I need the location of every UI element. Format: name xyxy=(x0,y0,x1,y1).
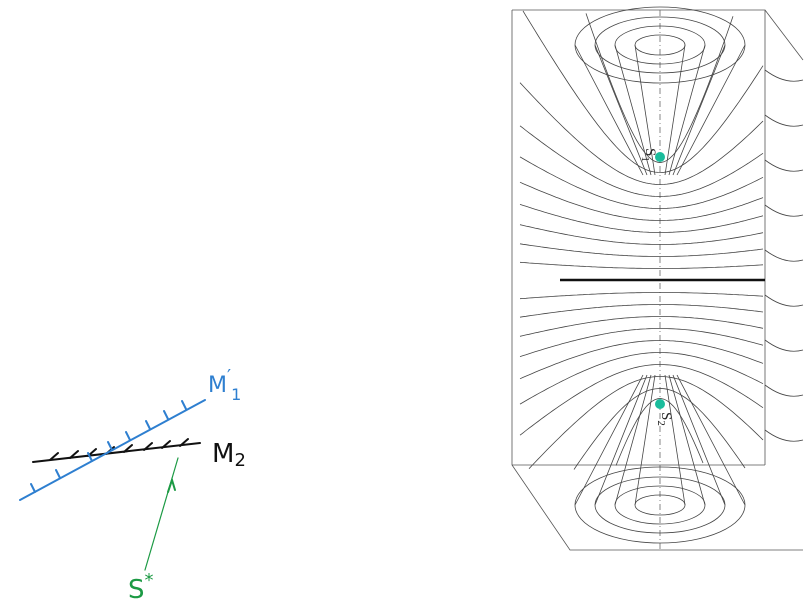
source-label: S* xyxy=(128,570,154,605)
fringe xyxy=(520,182,763,220)
figure: M′1 M2 S* S1 S2 xyxy=(0,0,804,609)
fringe xyxy=(520,204,763,232)
mirror-2-hatch xyxy=(50,439,188,460)
source-2-label: S2 xyxy=(655,412,674,426)
side-fringe xyxy=(765,160,803,171)
fringe xyxy=(520,83,763,185)
side-fringe xyxy=(765,385,803,396)
fringe xyxy=(520,341,763,379)
side-fringe xyxy=(765,115,803,126)
side-fringe xyxy=(765,205,803,216)
side-fringe xyxy=(765,295,803,306)
source-1-label: S1 xyxy=(639,148,658,162)
fringe xyxy=(520,244,763,257)
fringe xyxy=(520,293,763,299)
side-fringe xyxy=(765,70,803,81)
side-fringe xyxy=(765,250,803,261)
fringe xyxy=(520,305,763,318)
ray-arrow xyxy=(168,480,175,492)
fringe xyxy=(520,317,763,337)
fringe-figure xyxy=(512,7,803,550)
fringe xyxy=(520,329,763,357)
source-2-dot xyxy=(655,399,665,409)
fringe xyxy=(586,13,733,162)
mirror-2-label: M2 xyxy=(212,439,246,471)
fringe xyxy=(520,365,763,436)
ray xyxy=(145,458,178,570)
fringe xyxy=(520,262,763,268)
fringe xyxy=(520,225,763,245)
side-fringe xyxy=(765,340,803,351)
fringe xyxy=(520,157,763,209)
fringe xyxy=(529,377,763,469)
sketch xyxy=(20,400,205,570)
mirror-1-label: M′1 xyxy=(208,366,241,404)
side-fringe xyxy=(765,430,803,441)
